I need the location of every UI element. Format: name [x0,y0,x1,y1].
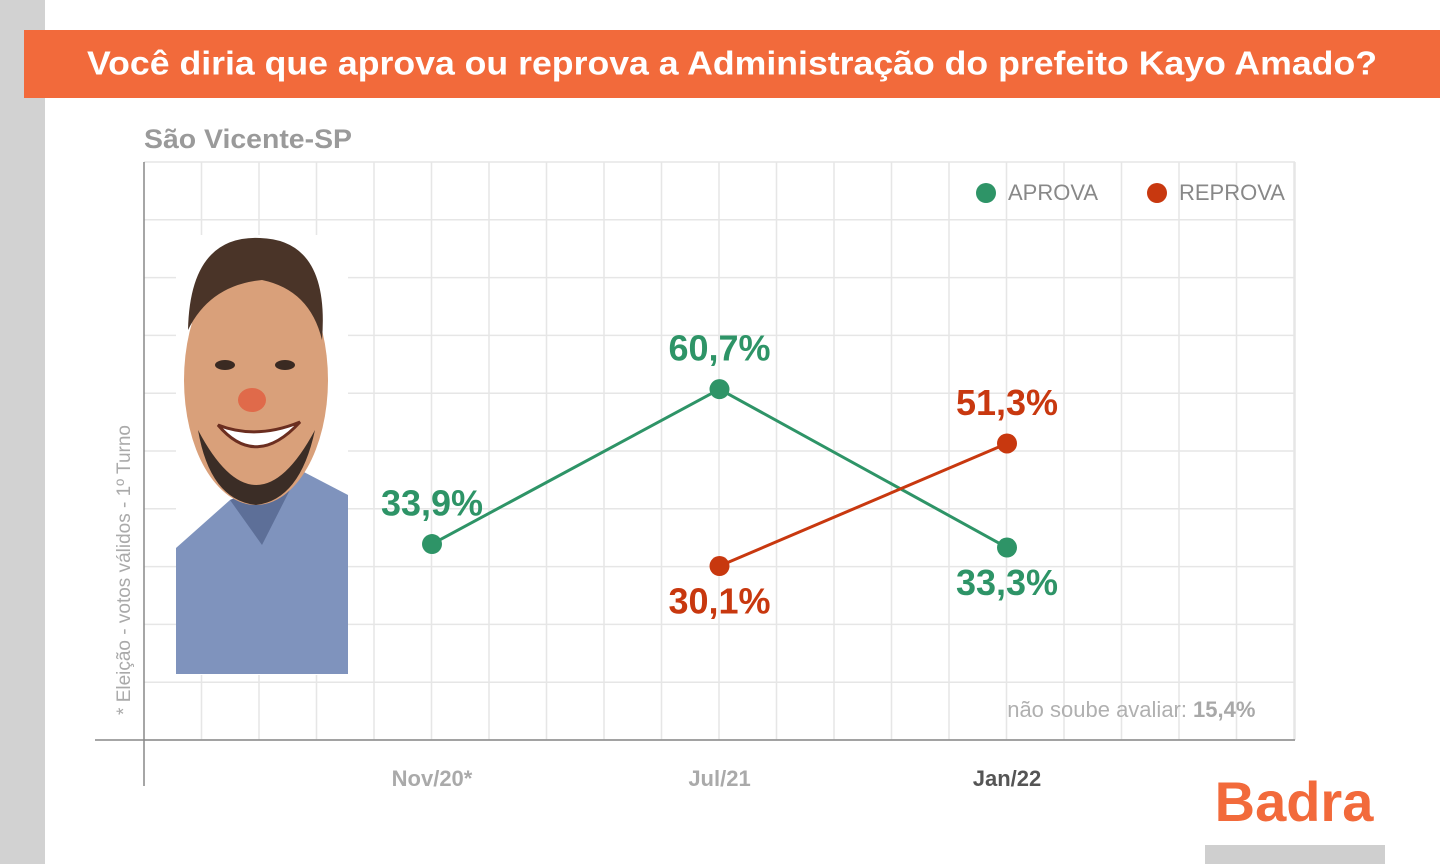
point [422,534,442,555]
legend-label: REPROVA [1179,180,1285,205]
point [997,433,1017,454]
legend-dot [976,183,996,203]
x-tick-label: Jul/21 [688,766,750,791]
beard [198,430,315,505]
nose [238,388,266,412]
chart-title: Você diria que aprova ou reprova a Admin… [87,45,1377,82]
legend-dot [1147,183,1167,203]
eye [275,360,295,370]
side-note: * Eleição - votos válidos - 1º Turno [114,425,135,715]
brand-bar [1205,845,1385,864]
value-label: 30,1% [668,581,770,622]
value-label: 33,3% [956,562,1058,603]
hair [188,237,323,340]
legend-label: APROVA [1008,180,1098,205]
value-label: 51,3% [956,382,1058,423]
side-bar [0,0,45,864]
brand-logo: Badra [1215,770,1375,833]
face [184,255,328,505]
smile [216,420,302,449]
value-label: 33,9% [381,483,483,524]
x-tick-label: Jan/22 [973,766,1042,791]
note-label: não soube avaliar: [1007,697,1187,722]
x-tick-label: Nov/20* [392,766,473,791]
title-band [24,30,1440,98]
caricature [176,235,348,675]
chart-subtitle: São Vicente-SP [144,124,352,154]
point [709,556,730,577]
point [709,379,730,400]
shirt [176,470,348,674]
note-value: 15,4% [1193,697,1255,722]
point [997,537,1017,558]
value-label: 60,7% [668,328,770,369]
series-line [718,442,1008,568]
eye [215,360,235,370]
